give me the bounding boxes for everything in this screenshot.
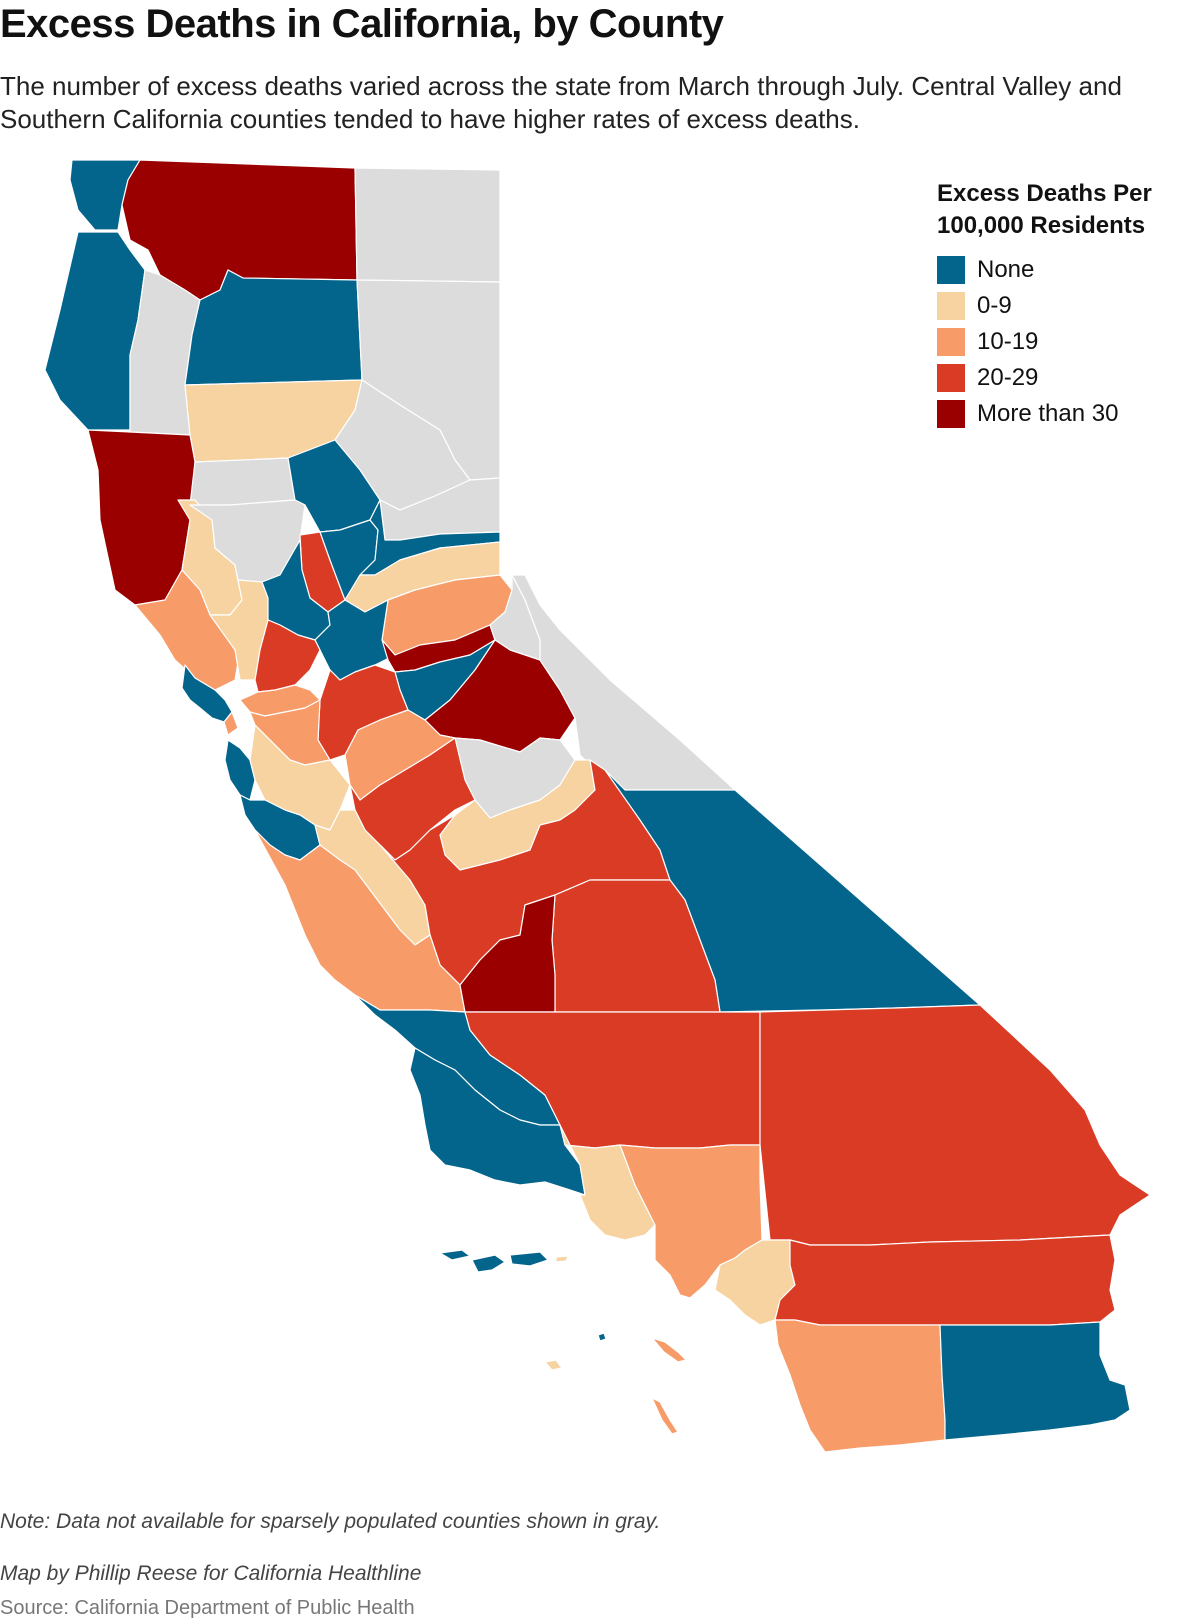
legend-swatch-more-than-30 (937, 400, 965, 428)
legend-label-10-19: 10-19 (977, 328, 1039, 355)
legend-label-20-29: 20-29 (977, 364, 1039, 391)
map-note: Note: Data not available for sparsely po… (0, 1510, 661, 1533)
legend-item-0-9: 0-9 (937, 288, 1177, 324)
county-modoc (354, 167, 501, 283)
county-san-diego (774, 1319, 946, 1453)
county-imperial (939, 1321, 1131, 1441)
county-kings (459, 894, 556, 1013)
county-monterey (254, 829, 466, 1013)
county-channel-islands-sb (509, 1251, 549, 1267)
map-subtitle: The number of excess deaths varied acros… (0, 71, 1122, 134)
county-ventura (559, 1124, 656, 1241)
county-san-clemente (651, 1397, 679, 1435)
map-source: Source: California Department of Public … (0, 1597, 415, 1619)
legend-swatch-none (937, 256, 965, 284)
california-county-map (0, 150, 1200, 1480)
county-channel-islands-sb (471, 1254, 506, 1273)
county-santa-barbara (409, 1047, 586, 1196)
county-riverside (774, 1234, 1116, 1326)
county-channel-islands-sb (439, 1249, 471, 1261)
legend-item-10-19: 10-19 (937, 324, 1177, 360)
legend-item-20-29: 20-29 (937, 360, 1177, 396)
county-san-francisco (223, 711, 239, 736)
legend-label-more-than-30: More than 30 (977, 400, 1119, 427)
county-santa-barbara-island (597, 1332, 607, 1342)
legend-label-none: None (977, 256, 1035, 283)
map-title: Excess Deaths in California, by County (0, 2, 724, 46)
map-legend: Excess Deaths Per 100,000 Residents None… (937, 178, 1177, 432)
map-credit: Map by Phillip Reese for California Heal… (0, 1562, 422, 1585)
legend-swatch-0-9 (937, 292, 965, 320)
county-san-bernardino (759, 1004, 1151, 1246)
legend-title: Excess Deaths Per 100,000 Residents (937, 180, 1152, 239)
legend-swatch-10-19 (937, 328, 965, 356)
legend-item-none: None (937, 252, 1177, 288)
county-anacapa (555, 1255, 569, 1263)
legend-item-more-than-30: More than 30 (937, 396, 1177, 432)
legend-swatch-20-29 (937, 364, 965, 392)
county-san-joaquin (317, 664, 409, 761)
legend-label-0-9: 0-9 (977, 292, 1012, 319)
county-santa-catalina (651, 1337, 687, 1363)
county-san-nicolas (544, 1359, 563, 1371)
california-map-svg (44, 159, 1151, 1453)
county-san-mateo (224, 739, 256, 801)
county-glenn (189, 457, 296, 506)
